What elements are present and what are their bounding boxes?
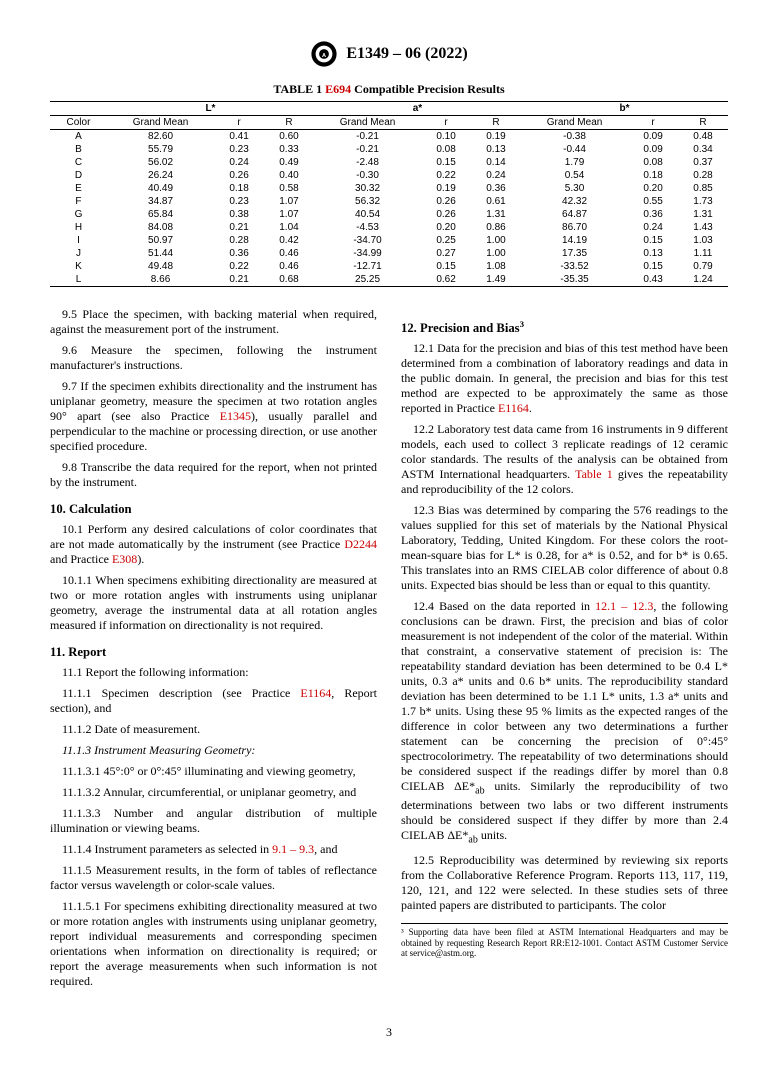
para-11-1-3: 11.1.3 Instrument Measuring Geometry: <box>50 743 377 758</box>
table-row: F34.870.231.0756.320.260.6142.320.551.73 <box>50 195 728 208</box>
table-row: L8.660.210.6825.250.621.49-35.350.431.24 <box>50 273 728 287</box>
para-9-7: 9.7 If the specimen exhibits directional… <box>50 379 377 454</box>
group-a: a* <box>314 102 521 116</box>
para-12-3: 12.3 Bias was determined by comparing th… <box>401 503 728 593</box>
para-10-1: 10.1 Perform any desired calculations of… <box>50 522 377 567</box>
table-row: A82.600.410.60-0.210.100.19-0.380.090.48 <box>50 130 728 144</box>
table-row: E40.490.180.5830.320.190.365.300.200.85 <box>50 182 728 195</box>
para-11-1: 11.1 Report the following information: <box>50 665 377 680</box>
table-row: C56.020.240.49-2.480.150.141.790.080.37 <box>50 156 728 169</box>
astm-logo-icon: A <box>310 40 338 68</box>
col-color: Color <box>50 116 107 130</box>
table-row: J51.440.360.46-34.990.271.0017.350.131.1… <box>50 247 728 260</box>
para-12-2: 12.2 Laboratory test data came from 16 i… <box>401 422 728 497</box>
group-L: L* <box>107 102 314 116</box>
table-row: B55.790.230.33-0.210.080.13-0.440.090.34 <box>50 143 728 156</box>
table-row: H84.080.211.04-4.530.200.8686.700.241.43 <box>50 221 728 234</box>
table-caption: TABLE 1 E694 Compatible Precision Result… <box>50 82 728 97</box>
heading-12: 12. Precision and Bias3 <box>401 319 728 337</box>
page-number: 3 <box>50 1025 728 1040</box>
heading-10: 10. Calculation <box>50 502 377 518</box>
doc-designation: E1349 – 06 (2022) <box>346 45 467 63</box>
footnote-3: ³ Supporting data have been filed at AST… <box>401 923 728 959</box>
ref-E308[interactable]: E308 <box>112 552 137 566</box>
ref-12-1-12-3[interactable]: 12.1 – 12.3 <box>595 599 653 613</box>
table-row: I50.970.280.42-34.700.251.0014.190.151.0… <box>50 234 728 247</box>
ref-Table1[interactable]: Table 1 <box>575 467 613 481</box>
para-11-1-3-1: 11.1.3.1 45°:0° or 0°:45° illuminating a… <box>50 764 377 779</box>
para-12-5: 12.5 Reproducibility was determined by r… <box>401 853 728 913</box>
para-10-1-1: 10.1.1 When specimens exhibiting directi… <box>50 573 377 633</box>
para-12-4: 12.4 Based on the data reported in 12.1 … <box>401 599 728 847</box>
para-11-1-1: 11.1.1 Specimen description (see Practic… <box>50 686 377 716</box>
para-11-1-3-2: 11.1.3.2 Annular, circumferential, or un… <box>50 785 377 800</box>
para-12-1: 12.1 Data for the precision and bias of … <box>401 341 728 416</box>
para-9-6: 9.6 Measure the specimen, following the … <box>50 343 377 373</box>
heading-11: 11. Report <box>50 645 377 661</box>
ref-D2244[interactable]: D2244 <box>344 537 377 551</box>
ref-E1345[interactable]: E1345 <box>220 409 251 423</box>
group-b: b* <box>521 102 728 116</box>
ref-E1164-b[interactable]: E1164 <box>498 401 529 415</box>
precision-table: L* a* b* Color Grand MeanrR Grand MeanrR… <box>50 101 728 287</box>
para-11-1-3-3: 11.1.3.3 Number and angular distribution… <box>50 806 377 836</box>
para-11-1-5: 11.1.5 Measurement results, in the form … <box>50 863 377 893</box>
para-11-1-5-1: 11.1.5.1 For specimens exhibiting direct… <box>50 899 377 989</box>
para-9-8: 9.8 Transcribe the data required for the… <box>50 460 377 490</box>
para-11-1-4: 11.1.4 Instrument parameters as selected… <box>50 842 377 857</box>
para-11-1-2: 11.1.2 Date of measurement. <box>50 722 377 737</box>
table-row: D26.240.260.40-0.300.220.240.540.180.28 <box>50 169 728 182</box>
svg-text:A: A <box>322 53 326 59</box>
table-row: G65.840.381.0740.540.261.3164.870.361.31 <box>50 208 728 221</box>
ref-E1164-a[interactable]: E1164 <box>300 686 331 700</box>
table-ref: E694 <box>325 82 351 96</box>
right-column: 12. Precision and Bias3 12.1 Data for th… <box>401 307 728 995</box>
ref-9-1-9-3[interactable]: 9.1 – 9.3 <box>272 842 314 856</box>
page-header: A E1349 – 06 (2022) <box>50 40 728 72</box>
left-column: 9.5 Place the specimen, with backing mat… <box>50 307 377 995</box>
para-9-5: 9.5 Place the specimen, with backing mat… <box>50 307 377 337</box>
table-row: K49.480.220.46-12.710.151.08-33.520.150.… <box>50 260 728 273</box>
